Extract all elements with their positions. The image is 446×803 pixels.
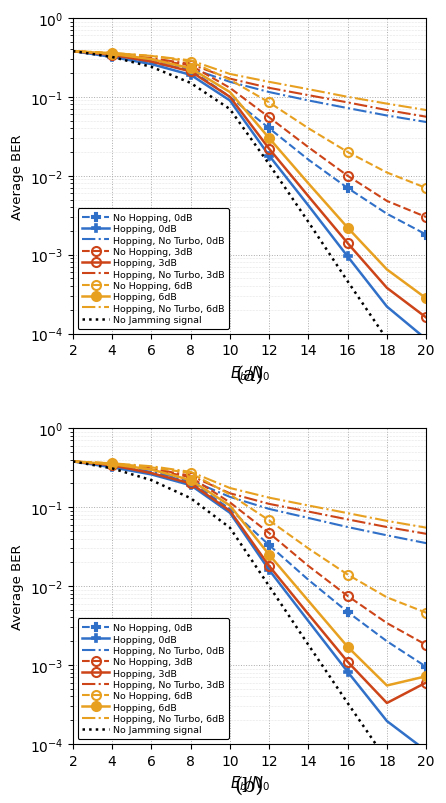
- Legend: No Hopping, 0dB, Hopping, 0dB, Hopping, No Turbo, 0dB, No Hopping, 3dB, Hopping,: No Hopping, 0dB, Hopping, 0dB, Hopping, …: [78, 209, 229, 329]
- X-axis label: $E_b/N_0$: $E_b/N_0$: [230, 364, 269, 382]
- Text: (a): (a): [235, 365, 264, 385]
- X-axis label: $E_b/N_0$: $E_b/N_0$: [230, 773, 269, 792]
- Text: (b): (b): [235, 776, 264, 794]
- Y-axis label: Average BER: Average BER: [11, 134, 24, 219]
- Legend: No Hopping, 0dB, Hopping, 0dB, Hopping, No Turbo, 0dB, No Hopping, 3dB, Hopping,: No Hopping, 0dB, Hopping, 0dB, Hopping, …: [78, 619, 229, 740]
- Y-axis label: Average BER: Average BER: [11, 544, 24, 629]
